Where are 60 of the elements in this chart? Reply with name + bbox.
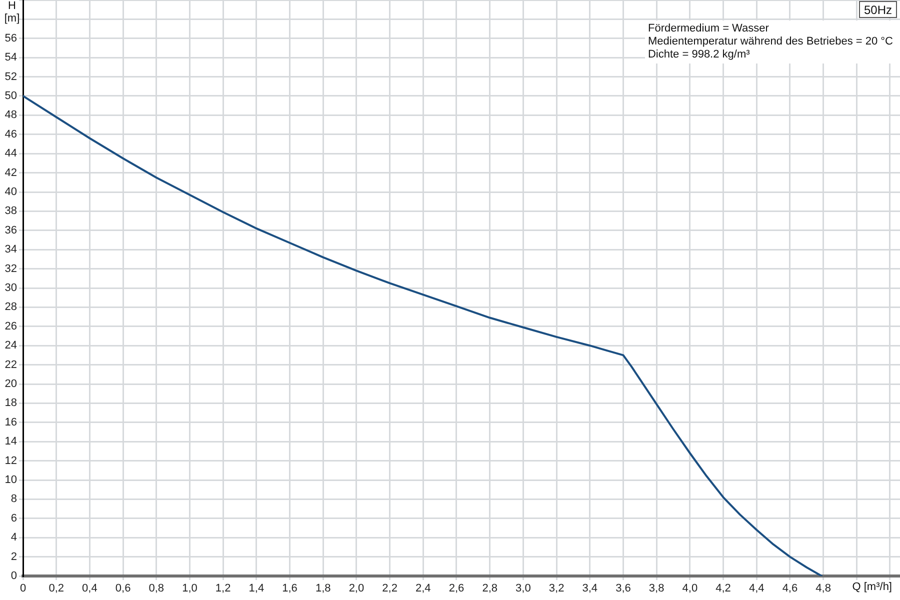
x-tick-label: 0,2 [48, 582, 64, 595]
annotation: Fördermedium = Wasser [648, 22, 770, 35]
y-tick-label: 20 [4, 378, 17, 390]
x-tick-label: 4,2 [716, 582, 731, 595]
y-tick-label: 46 [4, 128, 17, 140]
x-tick-label: 0,6 [115, 582, 131, 595]
y-tick-label: 38 [4, 205, 17, 218]
y-tick-label: 52 [4, 70, 17, 83]
y-tick-label: 22 [4, 358, 17, 371]
y-tick-label: 16 [4, 416, 17, 428]
y-tick-label: 36 [4, 224, 17, 236]
x-tick-label: 4,0 [682, 582, 698, 595]
x-tick-label: 1,4 [248, 582, 264, 595]
y-tick-label: 28 [4, 301, 17, 314]
x-tick-label: 2,2 [382, 582, 398, 595]
x-tick-label: 3,2 [548, 582, 564, 595]
y-tick-label: 6 [10, 512, 17, 524]
chart-title: 50Hz [864, 2, 892, 17]
y-tick-label: 18 [4, 397, 17, 410]
annotation: Medientemperatur während des Betriebes = 20 °C [648, 36, 894, 48]
y-tick-label: 12 [4, 454, 17, 467]
y-tick-label: 48 [4, 109, 17, 122]
y-tick-label: 8 [10, 493, 17, 506]
y-tick-label: 44 [4, 148, 17, 160]
y-tick-label: 30 [4, 282, 17, 294]
x-tick-label: 1,2 [215, 582, 231, 595]
y-tick-label: 32 [4, 262, 17, 275]
x-tick-label: 0,4 [82, 582, 98, 595]
x-tick-label: 3,4 [582, 582, 598, 595]
y-tick-label: 50 [4, 90, 17, 102]
y-tick-label: 2 [10, 550, 17, 563]
y-tick-label: 34 [4, 244, 17, 256]
x-tick-label: 2,0 [348, 582, 364, 595]
x-axis-title: Q [m³/h] [852, 581, 892, 594]
x-tick-label: 3,6 [616, 582, 631, 595]
x-tick-label: 1,0 [182, 582, 198, 595]
x-tick-label: 4,4 [748, 582, 764, 595]
x-tick-label: 3,0 [516, 582, 531, 595]
y-tick-label: 56 [4, 32, 17, 44]
y-tick-label: 40 [4, 186, 17, 198]
y-tick-label: 10 [4, 474, 17, 486]
x-tick-label: 1,6 [282, 582, 298, 595]
x-tick-label: 2,8 [482, 582, 498, 595]
x-tick-label: 0 [20, 582, 26, 595]
y-tick-label: 0 [10, 570, 17, 582]
y-tick-label: 26 [4, 320, 17, 332]
annotation: Dichte = 998.2 kg/m³ [648, 48, 750, 61]
y-tick-label: 42 [4, 166, 17, 179]
y-axis-title: H [m] [4, 0, 20, 25]
y-tick-label: 4 [10, 532, 17, 544]
x-tick-label: 4,8 [816, 582, 831, 595]
x-tick-label: 1,8 [315, 582, 331, 595]
x-tick-label: 2,6 [448, 582, 464, 595]
x-tick-label: 0,8 [148, 582, 164, 595]
y-tick-label: 24 [4, 340, 17, 352]
x-tick-label: 2,4 [416, 582, 431, 595]
y-tick-label: 54 [4, 52, 17, 64]
x-tick-label: 3,8 [648, 582, 664, 595]
y-tick-label: 14 [4, 436, 17, 448]
x-tick-label: 4,6 [782, 582, 798, 595]
